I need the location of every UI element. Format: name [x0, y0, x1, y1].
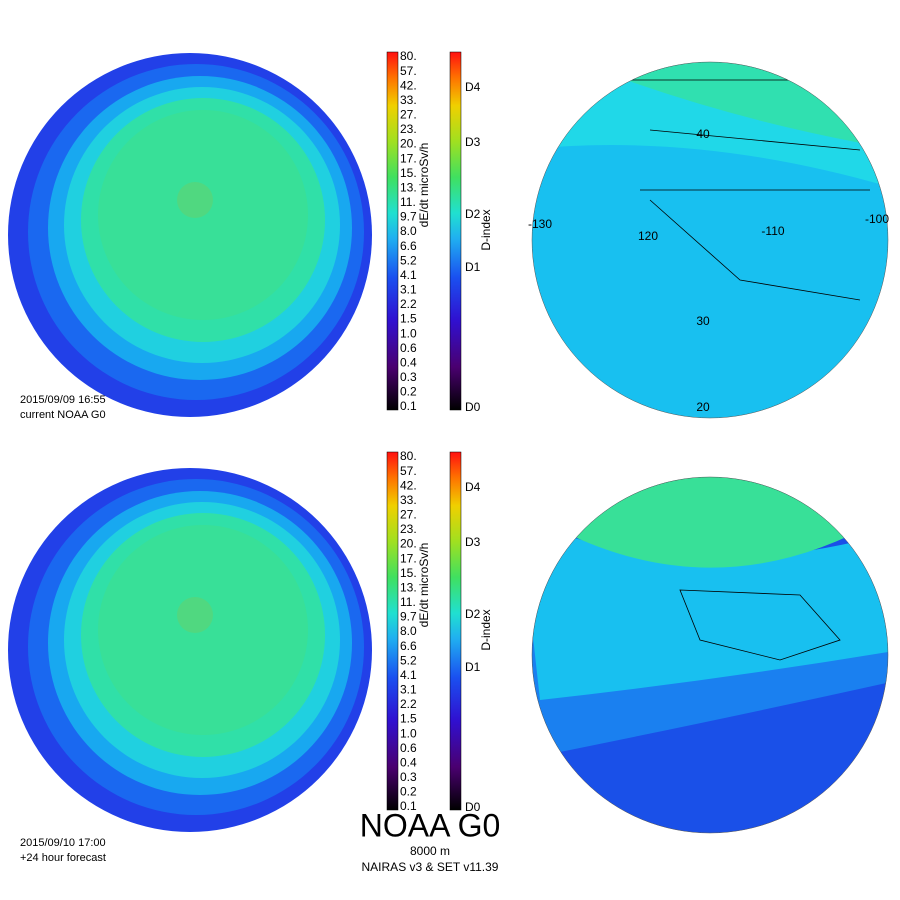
d-index-label: D0	[465, 400, 481, 414]
dose-label: 42.	[400, 78, 417, 92]
timestamp: 2015/09/10 17:00	[20, 837, 106, 849]
dose-label: 5.2	[400, 653, 417, 667]
caption: +24 hour forecast	[20, 852, 106, 864]
regional-globe	[532, 477, 888, 833]
dose-label: 57.	[400, 464, 417, 478]
dose-label: 2.2	[400, 697, 417, 711]
d-index-label: D0	[465, 800, 481, 814]
graticule-label: 120	[638, 229, 658, 243]
dose-label: 1.0	[400, 326, 417, 340]
d-index-label: D2	[465, 207, 481, 221]
graticule-label: 40	[696, 127, 710, 141]
dose-label: 15.	[400, 166, 417, 180]
dose-label: 20.	[400, 137, 417, 151]
graticule-label: -100	[865, 212, 889, 226]
dose-label: 33.	[400, 493, 417, 507]
dose-label: 80.	[400, 449, 417, 463]
dose-label: 20.	[400, 537, 417, 551]
dose-label: 11.	[400, 595, 416, 609]
d-index-label: D3	[465, 535, 481, 549]
dose-label: 0.4	[400, 355, 417, 369]
dose-label: 23.	[400, 122, 417, 136]
dose-label: 0.2	[400, 785, 417, 799]
regional-globe	[532, 62, 888, 418]
dose-label: 3.1	[400, 683, 417, 697]
dose-label: 4.1	[400, 668, 417, 682]
dose-label: 0.2	[400, 385, 417, 399]
dose-label: 0.1	[400, 799, 417, 813]
dose-label: 13.	[400, 580, 417, 594]
dose-label: 15.	[400, 566, 417, 580]
dose-label: 2.2	[400, 297, 417, 311]
dose-label: 33.	[400, 93, 417, 107]
dose-label: 0.3	[400, 370, 417, 384]
version: NAIRAS v3 & SET v11.39	[362, 860, 499, 874]
dose-label: 9.7	[400, 210, 417, 224]
d-index-label: D2	[465, 607, 481, 621]
graticule-label: -110	[761, 224, 784, 238]
altitude: 8000 m	[410, 844, 450, 858]
dose-label: 27.	[400, 108, 417, 122]
dose-title: dE/dt microSv/h	[417, 143, 431, 228]
dose-label: 6.6	[400, 639, 417, 653]
graticule-label: 30	[696, 314, 710, 328]
dose-label: 1.5	[400, 312, 417, 326]
graticule-label: 20	[696, 400, 710, 414]
dose-label: 17.	[400, 551, 417, 565]
dose-label: 9.7	[400, 610, 417, 624]
dose-label: 0.6	[400, 741, 417, 755]
dose-label: 3.1	[400, 283, 417, 297]
dose-label: 0.1	[400, 399, 417, 413]
dose-label: 0.3	[400, 770, 417, 784]
timestamp: 2015/09/09 16:55	[20, 394, 106, 406]
dose-label: 23.	[400, 522, 417, 536]
d-index-title: D-index	[479, 209, 493, 250]
dose-label: 5.2	[400, 253, 417, 267]
dose-label: 0.4	[400, 755, 417, 769]
d-index-label: D1	[465, 660, 481, 674]
dose-title: dE/dt microSv/h	[417, 543, 431, 628]
colorbars	[386, 51, 462, 811]
dose-label: 17.	[400, 151, 417, 165]
dose-label: 1.0	[400, 726, 417, 740]
caption: current NOAA G0	[20, 409, 106, 421]
dose-label: 57.	[400, 64, 417, 78]
dose-label: 13.	[400, 180, 417, 194]
dose-label: 42.	[400, 478, 417, 492]
dose-label: 1.5	[400, 712, 417, 726]
dose-label: 0.6	[400, 341, 417, 355]
dose-label: 11.	[400, 195, 416, 209]
footer-title: NOAA G0	[360, 807, 501, 843]
d-index-title: D-index	[479, 609, 493, 650]
d-index-label: D4	[465, 480, 481, 494]
polar-globe	[8, 53, 372, 417]
dose-label: 8.0	[400, 224, 417, 238]
graticule-label: -130	[528, 217, 552, 231]
polar-globe	[8, 468, 372, 832]
d-index-label: D3	[465, 135, 481, 149]
dose-label: 80.	[400, 49, 417, 63]
d-index-label: D4	[465, 80, 481, 94]
dose-label: 27.	[400, 508, 417, 522]
dose-label: 8.0	[400, 624, 417, 638]
dose-label: 6.6	[400, 239, 417, 253]
dose-label: 4.1	[400, 268, 417, 282]
d-index-label: D1	[465, 260, 481, 274]
